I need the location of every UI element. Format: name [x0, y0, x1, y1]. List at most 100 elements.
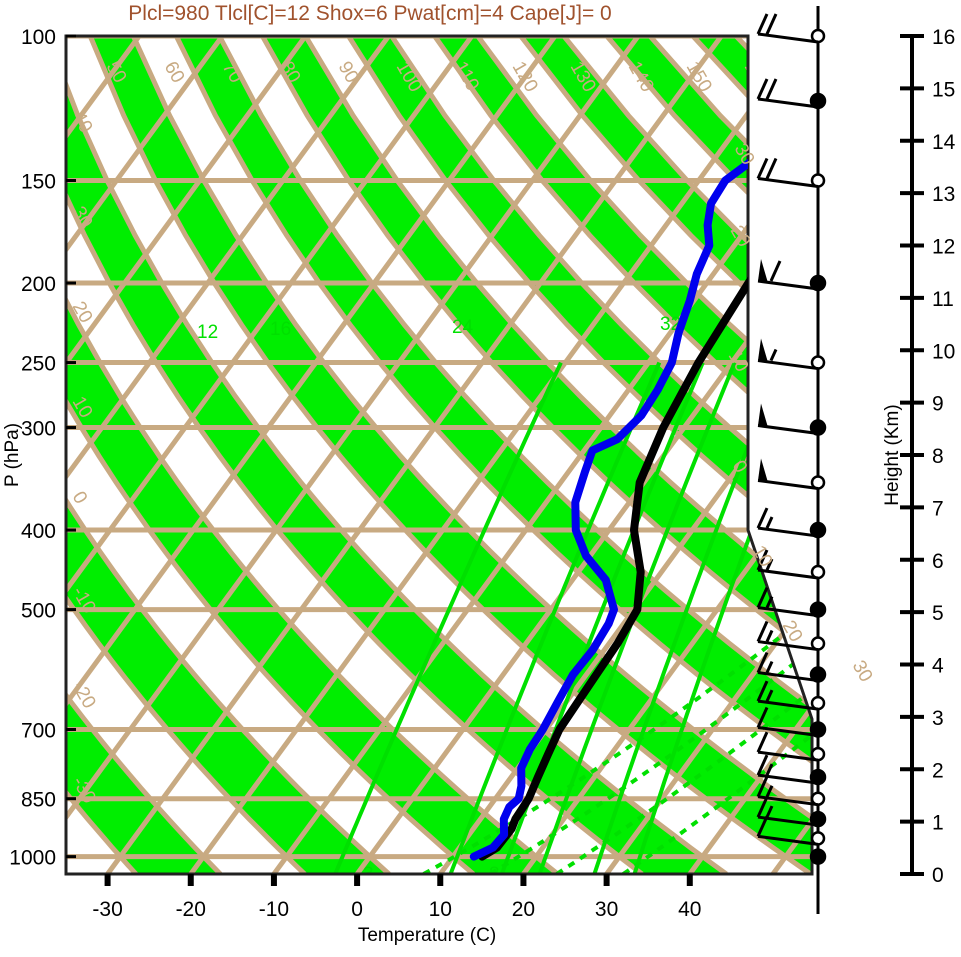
y-axis-title: P (hPa) [2, 423, 23, 487]
temperature-tick-label: -30 [92, 898, 122, 921]
wind-level-marker [809, 419, 827, 436]
pressure-tick-label: 700 [21, 719, 56, 742]
x-axis-title: Temperature (C) [358, 925, 496, 946]
wind-barb [757, 568, 819, 580]
wind-pennant [758, 458, 768, 483]
mixing-ratio-label: 24 [452, 317, 474, 338]
wind-half-barb [765, 785, 774, 798]
mixing-ratio-lines [333, 361, 812, 874]
wind-barb [757, 177, 819, 188]
wind-half-barb [765, 629, 774, 643]
height-tick-label: 1 [932, 812, 944, 835]
temperature-tick-label: -10 [259, 898, 289, 921]
wind-barb [757, 834, 819, 846]
wind-level-marker [809, 601, 827, 618]
wind-full-barb [765, 157, 778, 180]
wind-full-barb [756, 586, 769, 609]
wind-full-barb [769, 260, 782, 282]
wind-full-barb [756, 776, 769, 798]
pressure-tick-label: 250 [21, 353, 56, 376]
height-tick-label: 2 [932, 759, 944, 782]
height-tick-label: 12 [932, 236, 955, 259]
wind-barb [757, 795, 819, 807]
wind-barb [757, 815, 819, 827]
temperature-tick-label: 10 [429, 898, 452, 921]
pressure-tick-label: 500 [21, 600, 56, 623]
wind-level-marker [809, 768, 827, 786]
wind-full-barb [756, 549, 769, 571]
wind-half-barb [765, 516, 774, 529]
wind-full-barb [756, 78, 769, 100]
wind-barb-column [756, 6, 827, 914]
wind-barb [757, 32, 819, 44]
wind-level-marker [809, 810, 827, 828]
height-tick-label: 6 [932, 550, 944, 573]
wind-pennant [758, 403, 768, 428]
temperature-tick-label: 0 [351, 898, 363, 921]
sounding-dewpoint-curve [469, 36, 812, 861]
wind-barb [757, 424, 819, 436]
wind-barb [757, 526, 819, 538]
wind-full-barb [756, 815, 769, 837]
pressure-tick-label: 400 [21, 520, 56, 543]
temperature-tick-label: 20 [512, 898, 535, 921]
height-tick-label: 13 [932, 183, 955, 206]
height-tick-label: 3 [932, 707, 944, 730]
wind-barb [757, 773, 819, 785]
plot-frame [64, 34, 814, 876]
height-tick-label: 15 [932, 78, 955, 101]
wind-barb [757, 699, 819, 711]
wind-half-barb [765, 558, 774, 571]
wind-full-barb [756, 731, 769, 753]
wind-full-barb [756, 13, 769, 35]
wind-full-barb [756, 754, 769, 776]
wind-level-marker [809, 848, 827, 865]
wind-barb [757, 359, 819, 371]
height-tick-label: 14 [932, 131, 956, 154]
height-tick-label: 0 [932, 864, 944, 887]
wind-full-barb [756, 157, 769, 180]
height-tick-label: 11 [932, 288, 954, 311]
wind-barb [757, 750, 819, 762]
mixing-ratio-label: 3 [363, 864, 374, 885]
height-tick-label: 8 [932, 445, 944, 468]
pressure-tick-label: 850 [21, 789, 56, 812]
wind-level-marker [809, 666, 827, 683]
wind-level-marker [809, 92, 827, 110]
temperature-tick-label: -20 [176, 898, 206, 921]
wind-barb [757, 726, 819, 737]
height-tick-label: 16 [932, 26, 955, 49]
height-tick-label: 7 [932, 497, 944, 520]
page-title: Plcl=980 Tlcl[C]=12 Shox=6 Pwat[cm]=4 Ca… [128, 2, 612, 25]
height-tick-label: 5 [932, 602, 944, 625]
pressure-tick-label: 300 [21, 418, 56, 441]
wind-full-barb [756, 507, 769, 529]
wind-level-marker [809, 521, 827, 539]
wind-barb [757, 279, 819, 291]
wind-barb [757, 671, 819, 683]
wind-full-barb [765, 13, 778, 35]
pressure-tick-label: 150 [21, 171, 56, 194]
wind-half-barb [765, 763, 774, 776]
wind-half-barb [765, 805, 774, 818]
pressure-tick-label: 100 [21, 26, 56, 49]
height-tick-label: 10 [932, 340, 955, 363]
wind-barb [757, 97, 819, 109]
pressure-tick-label: 200 [21, 273, 56, 296]
wind-pennant [758, 259, 768, 284]
wind-barb [757, 640, 819, 652]
wind-full-barb [756, 680, 769, 702]
wind-half-barb [765, 689, 774, 702]
dry-adiabat-label: 30 [848, 657, 877, 686]
axis-labels: 3020100102030100150200250300400500700850… [2, 26, 956, 946]
wind-pennant [758, 338, 768, 363]
wind-barb [757, 478, 819, 490]
mixing-ratio-label: 8 [489, 864, 500, 885]
temperature-tick-label: 40 [678, 898, 701, 921]
height-axis-title: Height (Km) [882, 404, 903, 505]
wind-level-marker [809, 274, 827, 292]
moist-adiabat-lines [422, 36, 812, 874]
wind-level-marker [809, 721, 827, 738]
wind-full-barb [756, 620, 769, 643]
